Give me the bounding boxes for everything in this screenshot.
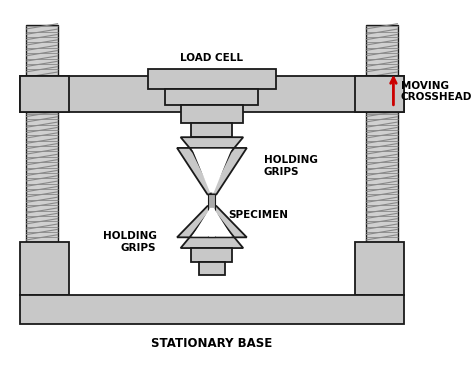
Bar bbox=[147, 69, 276, 89]
Bar bbox=[20, 296, 404, 324]
Bar bbox=[20, 77, 404, 112]
Bar bbox=[209, 194, 216, 237]
Bar bbox=[20, 242, 69, 296]
Polygon shape bbox=[210, 206, 247, 237]
Bar bbox=[20, 77, 69, 112]
Text: SPECIMEN: SPECIMEN bbox=[228, 210, 288, 220]
Text: STATIONARY BASE: STATIONARY BASE bbox=[151, 337, 273, 350]
Bar bbox=[366, 112, 398, 242]
Bar bbox=[191, 248, 232, 262]
Text: HOLDING
GRIPS: HOLDING GRIPS bbox=[102, 231, 156, 253]
Polygon shape bbox=[192, 208, 232, 236]
Bar bbox=[355, 242, 404, 296]
Bar bbox=[26, 112, 58, 242]
Text: MOVING
CROSSHEAD: MOVING CROSSHEAD bbox=[401, 81, 472, 102]
Polygon shape bbox=[181, 237, 243, 248]
Bar bbox=[181, 105, 243, 123]
Polygon shape bbox=[177, 206, 214, 237]
Bar bbox=[191, 123, 232, 137]
Polygon shape bbox=[192, 149, 232, 193]
Bar bbox=[366, 25, 398, 77]
Text: LOAD CELL: LOAD CELL bbox=[181, 53, 244, 63]
Bar bbox=[165, 89, 258, 105]
Polygon shape bbox=[177, 148, 214, 194]
Polygon shape bbox=[210, 148, 247, 194]
Bar bbox=[26, 25, 58, 77]
Bar bbox=[199, 262, 225, 275]
Text: HOLDING
GRIPS: HOLDING GRIPS bbox=[264, 155, 318, 177]
Polygon shape bbox=[181, 137, 243, 148]
Bar bbox=[355, 77, 404, 112]
